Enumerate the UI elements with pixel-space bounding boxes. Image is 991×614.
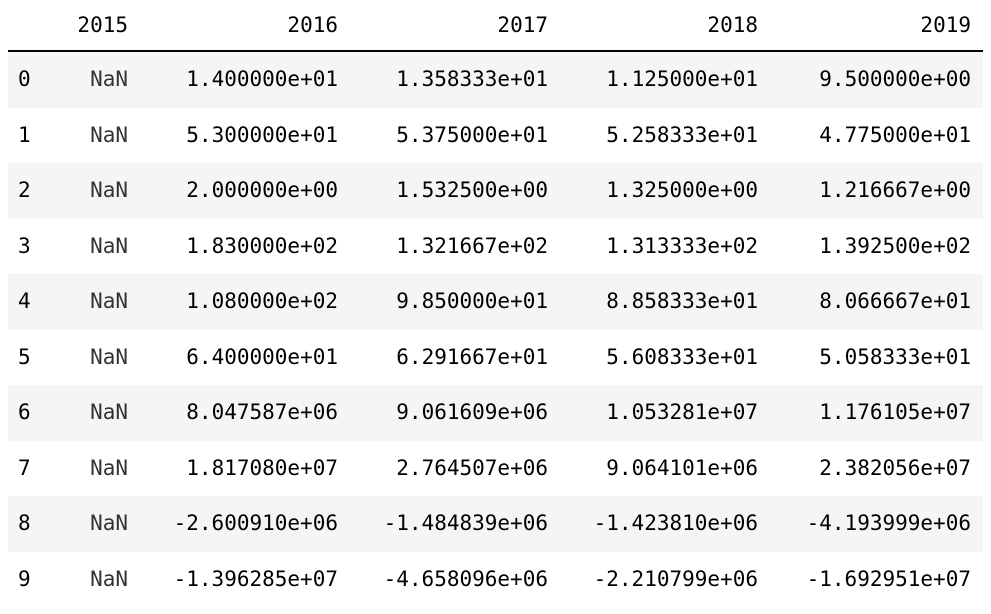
cell-2017: 5.375000e+01 bbox=[396, 122, 548, 147]
cell-2018: -2.210799e+06 bbox=[593, 566, 758, 591]
cell-2015: NaN bbox=[90, 122, 128, 147]
cell-2015: NaN bbox=[50, 163, 140, 219]
cell-2019: -1.692951e+07 bbox=[806, 566, 971, 591]
table-row: 0 NaN 1.400000e+01 1.358333e+01 1.125000e+01… bbox=[8, 51, 983, 108]
table-header: 2015 2016 2017 2018 2019 bbox=[8, 0, 983, 52]
row-index: 1 bbox=[18, 122, 31, 147]
row-index: 0 bbox=[8, 51, 50, 108]
cell-2018: 1.125000e+01 bbox=[560, 51, 770, 108]
cell-2019: -4.193999e+06 bbox=[770, 496, 983, 552]
cell-2017: -1.484839e+06 bbox=[350, 496, 560, 552]
cell-2015: NaN bbox=[90, 455, 128, 480]
cell-2015: NaN bbox=[90, 233, 128, 258]
row-index: 8 bbox=[8, 496, 50, 552]
cell-2016: 8.047587e+06 bbox=[140, 385, 350, 441]
column-header-2015: 2015 bbox=[50, 0, 140, 52]
cell-2016: 1.817080e+07 bbox=[186, 455, 338, 480]
cell-2019: 8.066667e+01 bbox=[770, 274, 983, 330]
table-row: 6 NaN 8.047587e+06 9.061609e+06 1.053281e+07… bbox=[8, 385, 983, 441]
table-row: 8 NaN -2.600910e+06 -1.484839e+06 -1.423810e… bbox=[8, 496, 983, 552]
cell-2017: 1.532500e+00 bbox=[350, 163, 560, 219]
cell-2018: 1.313333e+02 bbox=[606, 233, 758, 258]
cell-2017: 2.764507e+06 bbox=[396, 455, 548, 480]
row-index: 5 bbox=[18, 344, 31, 369]
cell-2016: -2.600910e+06 bbox=[140, 496, 350, 552]
table-row: 3 NaN 1.830000e+02 1.321667e+02 1.313333e+02… bbox=[8, 219, 983, 275]
cell-2016: 5.300000e+01 bbox=[186, 122, 338, 147]
cell-2015: NaN bbox=[50, 385, 140, 441]
cell-2018: 8.858333e+01 bbox=[560, 274, 770, 330]
cell-2017: -4.658096e+06 bbox=[383, 566, 548, 591]
row-index: 3 bbox=[18, 233, 31, 258]
column-header-2017: 2017 bbox=[350, 0, 560, 52]
cell-2018: 9.064101e+06 bbox=[606, 455, 758, 480]
table-row: 4 NaN 1.080000e+02 9.850000e+01 8.858333e+01… bbox=[8, 274, 983, 330]
row-index: 7 bbox=[18, 455, 31, 480]
cell-2018: 5.258333e+01 bbox=[606, 122, 758, 147]
cell-2019: 2.382056e+07 bbox=[819, 455, 971, 480]
cell-2019: 1.392500e+02 bbox=[819, 233, 971, 258]
cell-2015: NaN bbox=[50, 274, 140, 330]
cell-2016: -1.396285e+07 bbox=[173, 566, 338, 591]
cell-2017: 9.850000e+01 bbox=[350, 274, 560, 330]
column-header-2019: 2019 bbox=[770, 0, 983, 52]
cell-2016: 1.080000e+02 bbox=[140, 274, 350, 330]
cell-2015: NaN bbox=[90, 344, 128, 369]
cell-2018: 5.608333e+01 bbox=[606, 344, 758, 369]
table-row: 7 NaN 1.817080e+07 2.764507e+06 9.064101e+06… bbox=[8, 441, 983, 497]
cell-2019: 1.216667e+00 bbox=[770, 163, 983, 219]
cell-2019: 5.058333e+01 bbox=[819, 344, 971, 369]
cell-2019: 4.775000e+01 bbox=[819, 122, 971, 147]
row-index: 9 bbox=[18, 566, 31, 591]
cell-2019: 1.176105e+07 bbox=[770, 385, 983, 441]
table-row: 1 NaN 5.300000e+01 5.375000e+01 5.258333e+01… bbox=[8, 108, 983, 164]
cell-2016: 6.400000e+01 bbox=[186, 344, 338, 369]
table-row: 2 NaN 2.000000e+00 1.532500e+00 1.325000e+00… bbox=[8, 163, 983, 219]
cell-2015: NaN bbox=[50, 51, 140, 108]
row-index: 4 bbox=[8, 274, 50, 330]
cell-2015: NaN bbox=[50, 496, 140, 552]
row-index: 2 bbox=[8, 163, 50, 219]
column-header-2016: 2016 bbox=[140, 0, 350, 52]
table-row: 9 NaN -1.396285e+07 -4.658096e+06 -2.210799e… bbox=[8, 552, 983, 608]
cell-2018: -1.423810e+06 bbox=[560, 496, 770, 552]
cell-2018: 1.053281e+07 bbox=[560, 385, 770, 441]
cell-2019: 9.500000e+00 bbox=[770, 51, 983, 108]
table-body: 0 NaN 1.400000e+01 1.358333e+01 1.125000e+01… bbox=[8, 51, 983, 607]
cell-2017: 1.321667e+02 bbox=[396, 233, 548, 258]
cell-2017: 6.291667e+01 bbox=[396, 344, 548, 369]
dataframe-table: 2015 2016 2017 2018 2019 0 NaN 1.400000e+0… bbox=[8, 0, 983, 607]
table-row: 5 NaN 6.400000e+01 6.291667e+01 5.608333e+01… bbox=[8, 330, 983, 386]
column-header-2018: 2018 bbox=[560, 0, 770, 52]
index-header bbox=[8, 0, 50, 52]
cell-2017: 1.358333e+01 bbox=[350, 51, 560, 108]
row-index: 6 bbox=[8, 385, 50, 441]
cell-2015: NaN bbox=[90, 566, 128, 591]
cell-2017: 9.061609e+06 bbox=[350, 385, 560, 441]
cell-2018: 1.325000e+00 bbox=[560, 163, 770, 219]
cell-2016: 2.000000e+00 bbox=[140, 163, 350, 219]
header-row: 2015 2016 2017 2018 2019 bbox=[8, 0, 983, 52]
cell-2016: 1.400000e+01 bbox=[140, 51, 350, 108]
cell-2016: 1.830000e+02 bbox=[186, 233, 338, 258]
